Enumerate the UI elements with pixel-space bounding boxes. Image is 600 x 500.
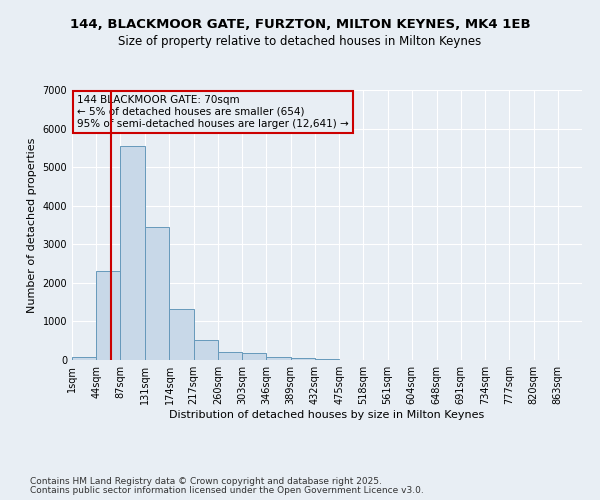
Text: 144 BLACKMOOR GATE: 70sqm
← 5% of detached houses are smaller (654)
95% of semi-: 144 BLACKMOOR GATE: 70sqm ← 5% of detach…	[77, 96, 349, 128]
Bar	[266, 356, 290, 360]
Y-axis label: Number of detached properties: Number of detached properties	[27, 138, 37, 312]
Bar	[72, 357, 96, 360]
Text: Contains public sector information licensed under the Open Government Licence v3: Contains public sector information licen…	[30, 486, 424, 495]
Bar	[121, 146, 145, 360]
Bar	[242, 354, 266, 360]
Bar	[315, 359, 339, 360]
Bar	[218, 352, 242, 360]
Bar	[290, 358, 315, 360]
Bar	[194, 340, 218, 360]
Text: Contains HM Land Registry data © Crown copyright and database right 2025.: Contains HM Land Registry data © Crown c…	[30, 477, 382, 486]
X-axis label: Distribution of detached houses by size in Milton Keynes: Distribution of detached houses by size …	[169, 410, 485, 420]
Bar	[96, 272, 121, 360]
Bar	[169, 309, 194, 360]
Bar	[145, 227, 169, 360]
Text: 144, BLACKMOOR GATE, FURZTON, MILTON KEYNES, MK4 1EB: 144, BLACKMOOR GATE, FURZTON, MILTON KEY…	[70, 18, 530, 30]
Text: Size of property relative to detached houses in Milton Keynes: Size of property relative to detached ho…	[118, 35, 482, 48]
